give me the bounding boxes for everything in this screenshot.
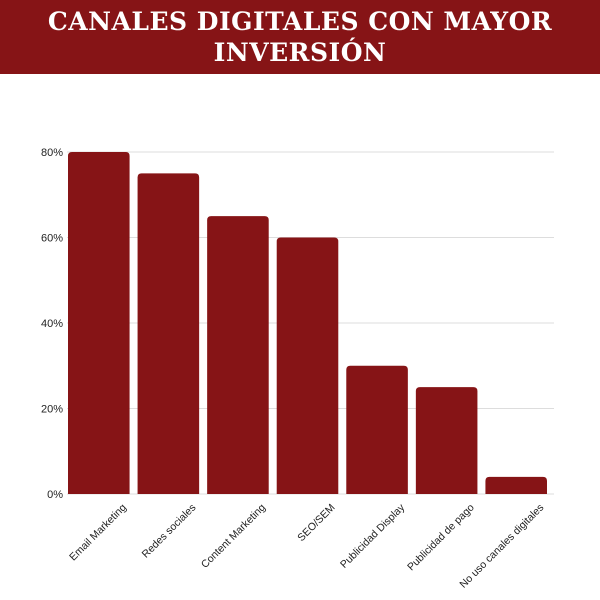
bar-content-marketing [207, 216, 269, 494]
x-tick-label: Content Marketing [199, 502, 268, 571]
bar-redes-sociales [137, 173, 200, 494]
x-tick-label: Publicidad de pago [405, 502, 477, 574]
x-tick-label: Publicidad Display [338, 501, 408, 571]
y-tick-label: 80% [41, 147, 63, 159]
bars [68, 152, 547, 494]
y-tick-label: 20% [41, 404, 63, 416]
y-tick-label: 0% [47, 489, 63, 501]
x-axis-labels: Email Marketing Redes sociales Content Mar… [67, 501, 546, 591]
y-tick-label: 60% [41, 233, 63, 245]
bar-email-marketing [68, 152, 130, 494]
x-tick-label: Email Marketing [67, 502, 129, 564]
bar-seo-sem [276, 237, 339, 494]
bar-publicidad-display [346, 365, 408, 494]
x-tick-label: Redes sociales [140, 502, 199, 561]
x-tick-label: SEO/SEM [295, 502, 337, 544]
y-tick-label: 40% [41, 318, 63, 330]
chart-title: CANALES DIGITALES CON MAYOR INVERSIÓN [47, 7, 553, 67]
bar-publicidad-de-pago [415, 387, 478, 494]
bar-no-uso-canales-digitales [485, 476, 547, 494]
title-banner: CANALES DIGITALES CON MAYOR INVERSIÓN [0, 0, 600, 74]
y-axis-ticks: 0% 20% 40% 60% 80% [41, 147, 63, 501]
